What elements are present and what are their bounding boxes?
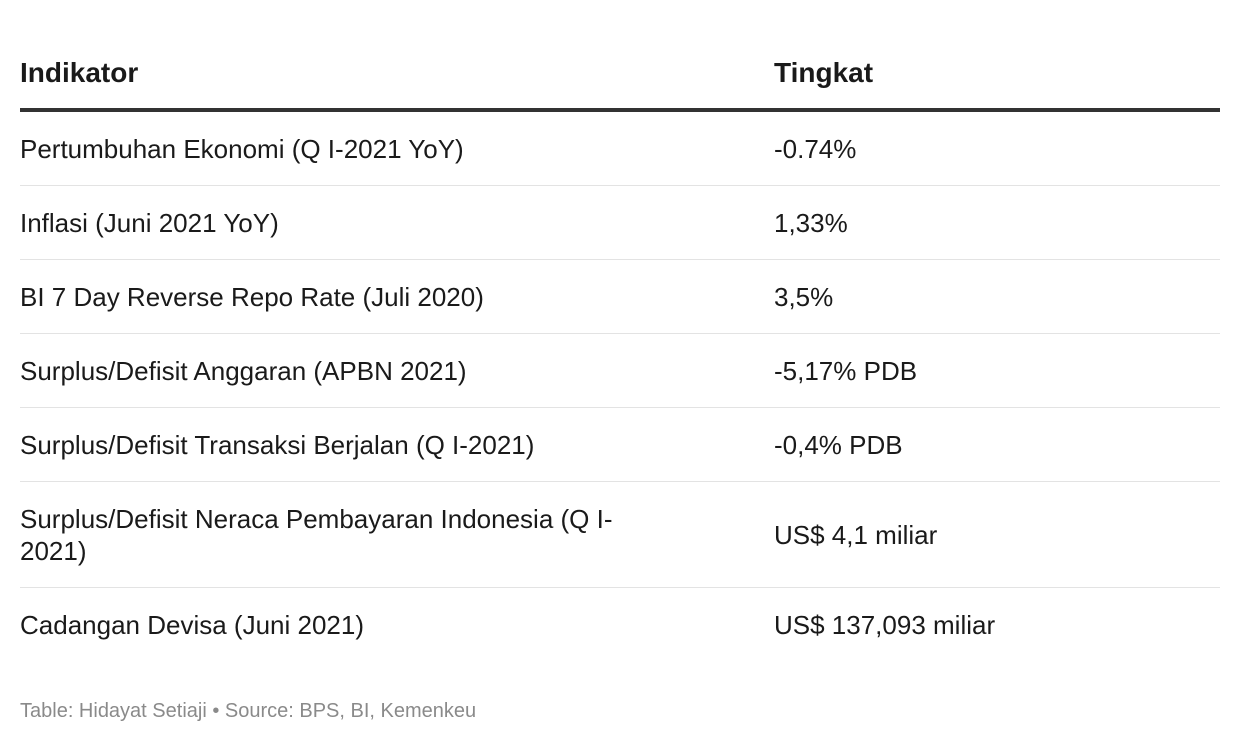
- value-cell: 1,33%: [774, 185, 1220, 260]
- table-row: Cadangan Devisa (Juni 2021) US$ 137,093 …: [20, 588, 1220, 662]
- table-row: Surplus/Defisit Neraca Pembayaran Indone…: [20, 481, 1220, 588]
- indicator-cell: Surplus/Defisit Transaksi Berjalan (Q I-…: [20, 407, 774, 482]
- data-table: Indikator Tingkat Pertumbuhan Ekonomi (Q…: [20, 38, 1220, 661]
- value-cell: US$ 4,1 miliar: [774, 481, 1220, 588]
- value-cell: 3,5%: [774, 259, 1220, 334]
- column-header-indikator: Indikator: [20, 38, 774, 112]
- indicator-cell: Cadangan Devisa (Juni 2021): [20, 609, 364, 640]
- value-cell: US$ 137,093 miliar: [774, 609, 996, 640]
- value-cell: -5,17% PDB: [774, 333, 1220, 408]
- table-row: Inflasi (Juni 2021 YoY) 1,33%: [20, 185, 1220, 260]
- table-row: Pertumbuhan Ekonomi (Q I-2021 YoY) -0.74…: [20, 110, 1220, 186]
- table-row: Surplus/Defisit Transaksi Berjalan (Q I-…: [20, 407, 1220, 482]
- indicator-cell: Pertumbuhan Ekonomi (Q I-2021 YoY): [20, 110, 774, 186]
- column-header-tingkat: Tingkat: [774, 38, 1220, 112]
- indicator-cell: BI 7 Day Reverse Repo Rate (Juli 2020): [20, 259, 774, 334]
- value-cell: -0,4% PDB: [774, 407, 1220, 482]
- indicator-cell: Surplus/Defisit Neraca Pembayaran Indone…: [20, 481, 774, 588]
- table-header-row: Indikator Tingkat: [20, 38, 1220, 112]
- table-row: BI 7 Day Reverse Repo Rate (Juli 2020) 3…: [20, 259, 1220, 334]
- indicator-cell: Inflasi (Juni 2021 YoY): [20, 185, 774, 260]
- table-row: Surplus/Defisit Anggaran (APBN 2021) -5,…: [20, 333, 1220, 408]
- source-credit: Table: Hidayat Setiaji • Source: BPS, BI…: [20, 700, 477, 722]
- value-cell: -0.74%: [774, 110, 1220, 186]
- indicator-cell: Surplus/Defisit Anggaran (APBN 2021): [20, 333, 774, 408]
